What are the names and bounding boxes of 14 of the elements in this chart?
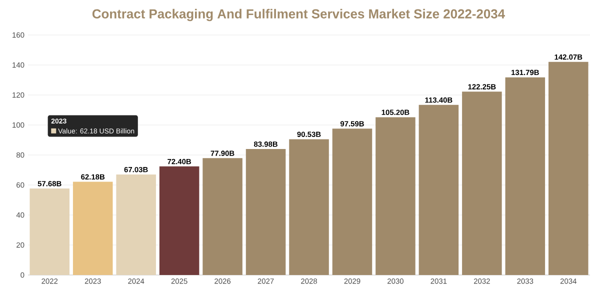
bar [159,166,200,275]
bar [418,104,459,275]
chart-title: Contract Packaging And Fulfilment Services Market Size 2022-2034 [92,8,505,22]
bar [116,174,156,275]
bar [72,182,113,275]
bar [376,117,416,275]
bar [30,188,70,275]
bar [332,128,372,275]
bar [462,92,502,275]
bar [202,158,242,275]
bar [289,139,329,275]
bar [548,62,588,275]
bar [505,77,546,275]
bar [246,149,286,275]
